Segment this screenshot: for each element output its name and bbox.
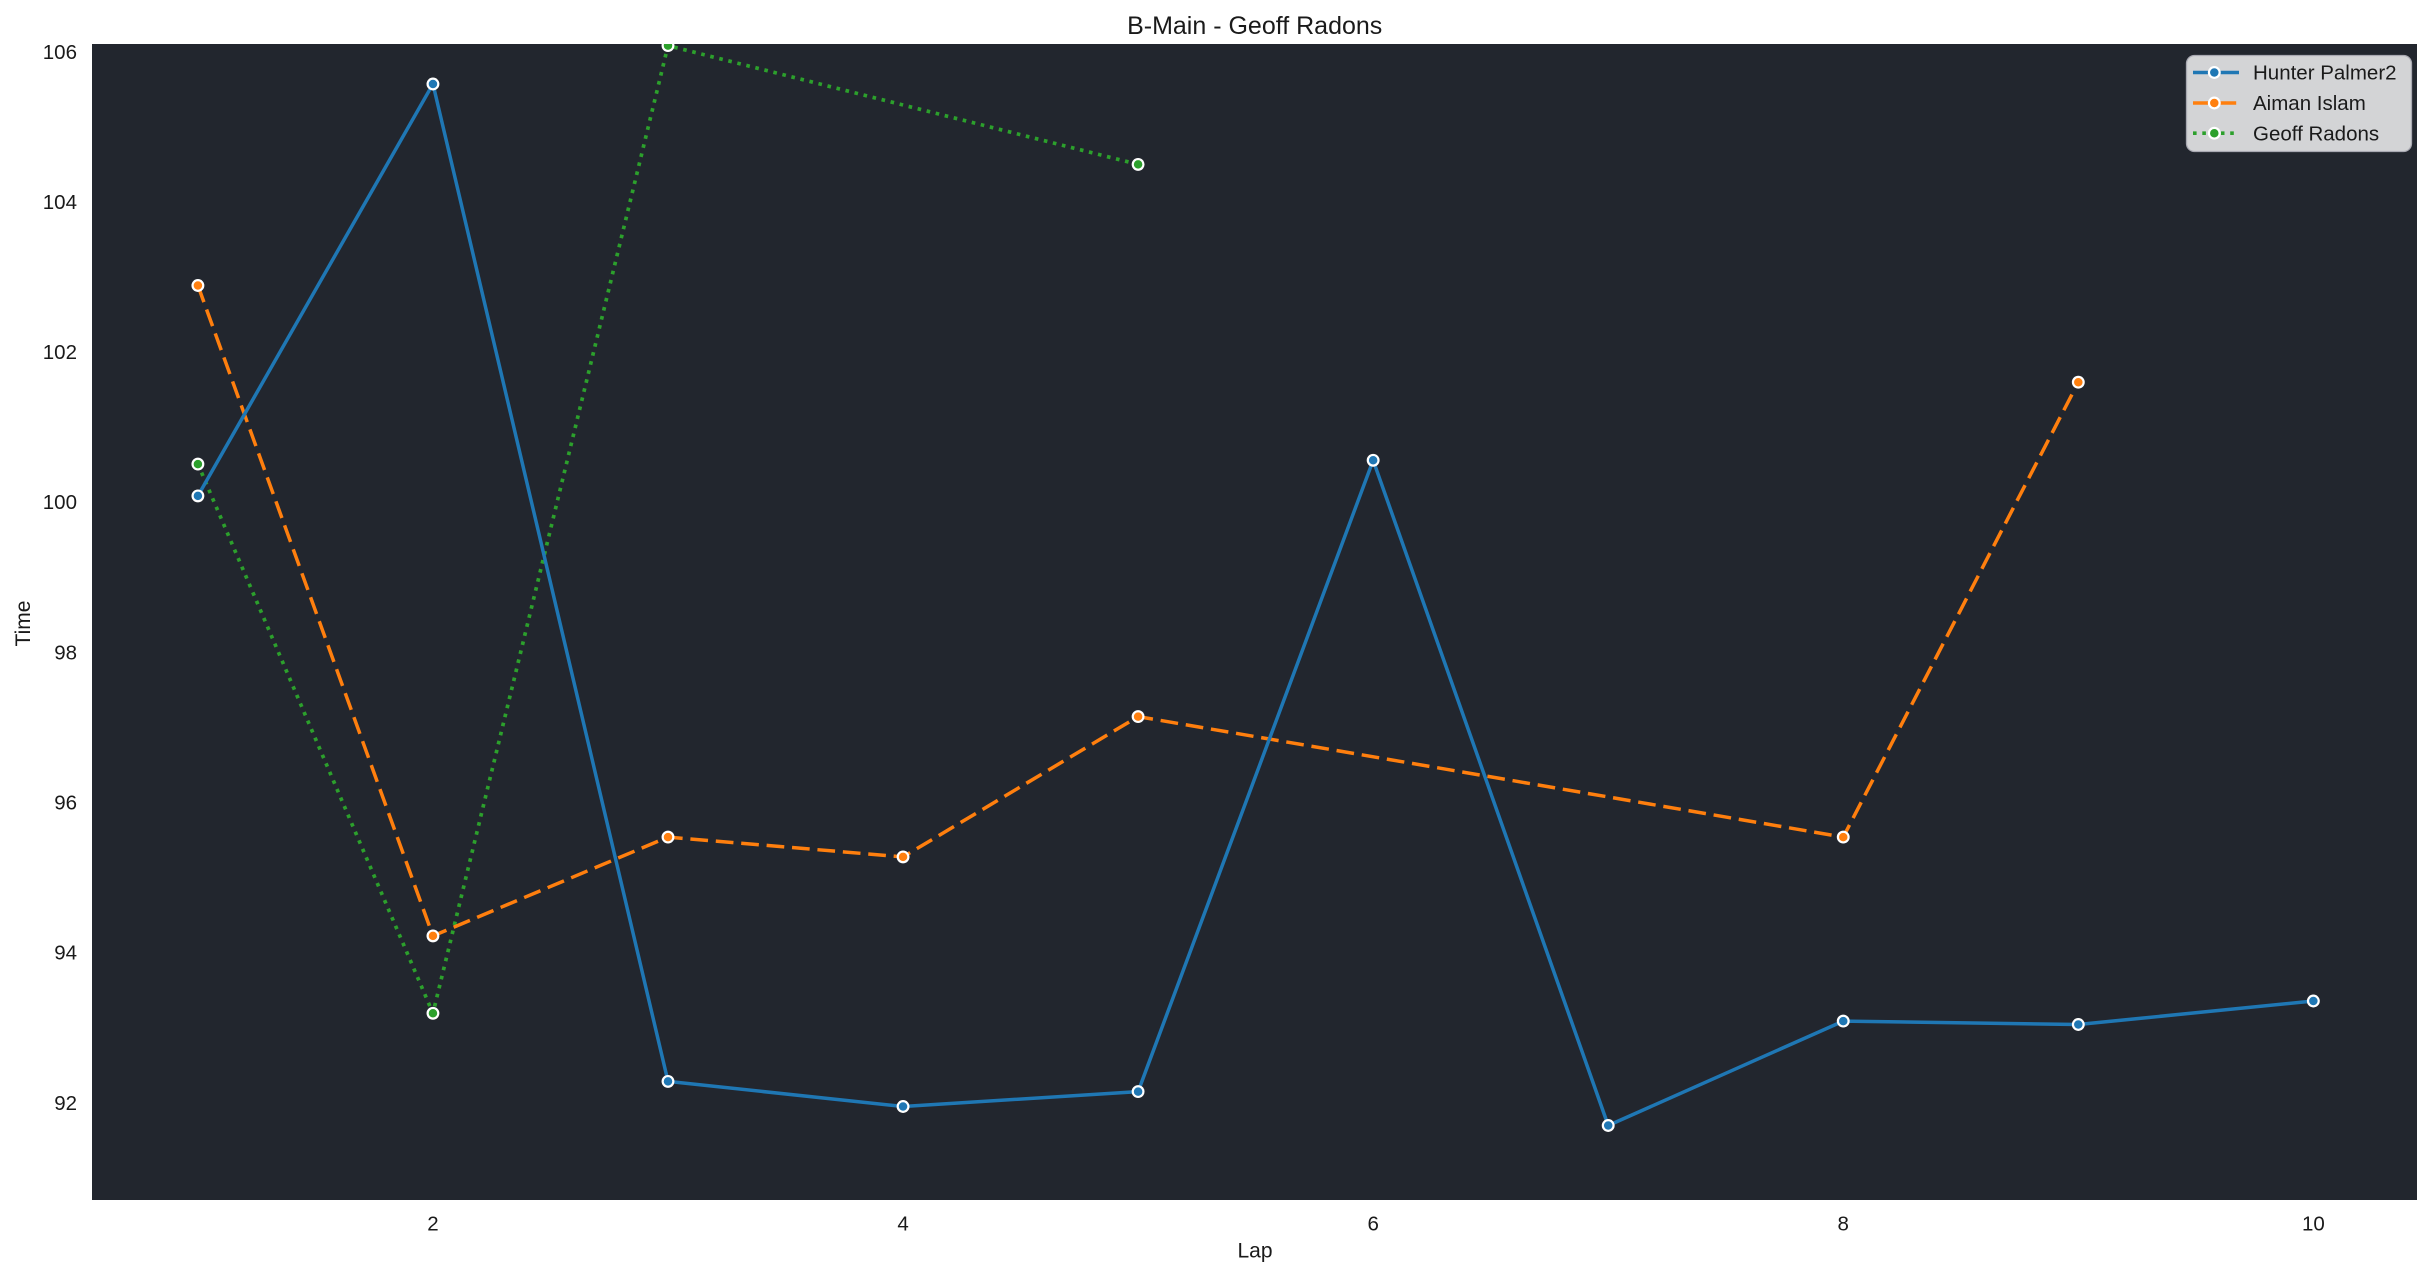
svg-text:104: 104 (43, 191, 77, 214)
svg-text:Geoff Radons: Geoff Radons (2253, 122, 2379, 145)
svg-text:Aiman Islam: Aiman Islam (2253, 92, 2366, 115)
svg-text:2: 2 (427, 1213, 438, 1236)
svg-text:100: 100 (43, 491, 77, 514)
svg-text:8: 8 (1838, 1213, 1849, 1236)
svg-text:98: 98 (54, 641, 77, 664)
svg-text:Lap: Lap (1237, 1240, 1272, 1263)
svg-text:94: 94 (54, 942, 77, 965)
svg-text:96: 96 (54, 792, 77, 815)
svg-text:Time: Time (12, 601, 35, 647)
svg-text:92: 92 (54, 1092, 77, 1115)
svg-text:Hunter Palmer2: Hunter Palmer2 (2253, 62, 2397, 85)
svg-text:B-Main - Geoff Radons: B-Main - Geoff Radons (1127, 12, 1382, 40)
svg-text:6: 6 (1367, 1213, 1378, 1236)
svg-text:10: 10 (2302, 1213, 2325, 1236)
svg-text:106: 106 (43, 41, 77, 64)
svg-text:102: 102 (43, 341, 77, 364)
svg-text:4: 4 (897, 1213, 908, 1236)
